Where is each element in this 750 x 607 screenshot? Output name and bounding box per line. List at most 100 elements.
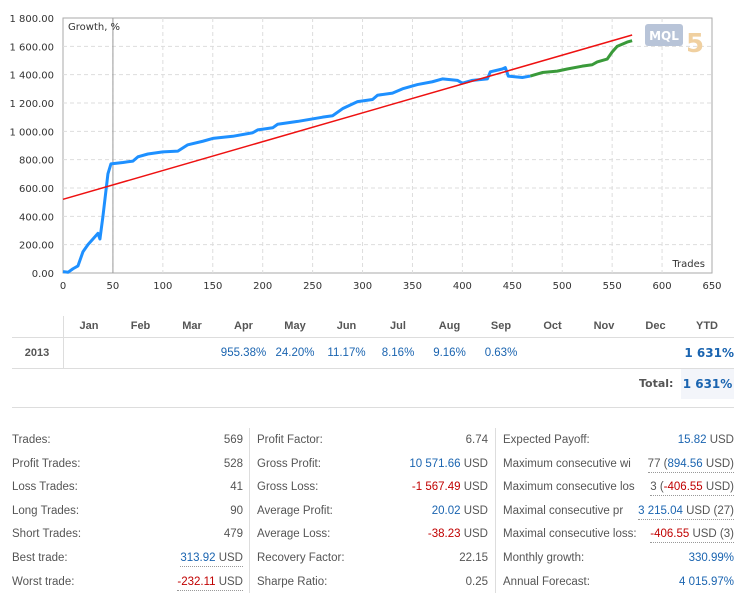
stat-row: Sharpe Ratio: 0.25	[257, 575, 488, 590]
logo-badge	[645, 24, 683, 46]
stat-number: 20.02	[431, 504, 461, 517]
stat-value: 41	[230, 480, 243, 495]
stat-value[interactable]: 3 (-406.55 USD)	[650, 480, 734, 497]
stat-label: Average Profit:	[257, 504, 333, 517]
stat-number: 569	[223, 434, 243, 446]
x-tick-label: 250	[303, 281, 322, 292]
x-axis-label: Trades	[671, 259, 705, 270]
stat-row: Worst trade: -232.11 USD	[12, 575, 243, 591]
stat-value: 330.99%	[689, 551, 734, 566]
stat-label: Monthly growth:	[503, 552, 585, 564]
stat-number: 528	[223, 457, 243, 470]
month-header: Oct	[543, 320, 562, 332]
x-tick-label: 500	[553, 281, 572, 292]
stat-label: Expected Payoff:	[503, 434, 590, 446]
stat-label: Long Trades:	[12, 504, 80, 517]
month-header: Aug	[438, 320, 461, 332]
stat-number: 41	[230, 481, 243, 494]
stat-value: 90	[230, 504, 243, 519]
stat-label: Best trade:	[12, 552, 68, 564]
stat-label: Average Loss:	[257, 528, 331, 541]
y-tick-label: 1 400.00	[9, 71, 54, 82]
stat-label: Sharpe Ratio:	[257, 575, 328, 588]
y-tick-label: 1 200.00	[9, 99, 54, 110]
month-header: Sep	[490, 320, 512, 332]
y-tick-label: 0.00	[32, 269, 54, 280]
stat-label: Short Trades:	[12, 528, 82, 541]
x-tick-label: 100	[153, 281, 172, 292]
stat-value[interactable]: -406.55 USD (3)	[650, 527, 734, 544]
stat-unit: USD	[215, 575, 243, 588]
stat-label: Maximal consecutive loss:	[503, 528, 637, 541]
stat-value: 6.74	[466, 433, 488, 448]
x-tick-label: 350	[403, 281, 422, 292]
month-header: Jun	[336, 320, 357, 332]
y-tick-label: 400.00	[19, 212, 54, 223]
stat-value[interactable]: 3 215.04 USD (27)	[638, 504, 734, 520]
logo-text: MQL	[649, 29, 679, 43]
stat-row: Recovery Factor: 22.15	[257, 551, 488, 566]
plot-area	[62, 17, 713, 274]
stat-label: Maximum consecutive los	[503, 481, 635, 494]
stat-value[interactable]: 313.92 USD	[180, 551, 243, 567]
stat-number: -1 567.49	[411, 481, 461, 494]
stat-label: Profit Trades:	[12, 457, 81, 470]
x-tick-label: 200	[253, 281, 272, 292]
x-tick-label: 650	[702, 281, 721, 292]
series-line-2	[62, 34, 633, 201]
logo-five: 5	[686, 29, 704, 59]
stat-number: 330.99%	[688, 552, 734, 564]
stat-value[interactable]: -232.11 USD	[177, 575, 243, 591]
month-header: YTD	[696, 320, 718, 332]
stat-unit: USD)	[702, 457, 734, 470]
x-tick-label: 600	[653, 281, 672, 292]
ytd-value: 1 631%	[684, 346, 734, 360]
stat-unit: USD)	[702, 481, 734, 494]
stat-number: 90	[230, 504, 243, 517]
growth-chart: 0 50 100 150 200 250 300 350 400 450 500 550 600 650 0…	[9, 14, 721, 292]
stat-label: Loss Trades:	[12, 481, 78, 494]
y-tick-label: 200.00	[19, 241, 54, 252]
x-tick-label: 50	[107, 281, 120, 292]
month-header: Jan	[79, 320, 99, 332]
stat-row: Trades: 569	[12, 433, 243, 448]
month-value: 955.38%	[220, 347, 267, 359]
stat-value: 10 571.66 USD	[409, 457, 488, 472]
stat-prefix: 3 (	[650, 481, 664, 494]
stat-label: Trades:	[12, 434, 51, 446]
month-header: Mar	[182, 320, 202, 332]
stat-number: 479	[223, 528, 243, 541]
stat-unit: USD	[215, 552, 243, 564]
month-header: Jul	[390, 320, 406, 332]
stat-label: Recovery Factor:	[257, 552, 345, 564]
stat-unit: USD	[460, 504, 488, 517]
stat-value: 20.02 USD	[432, 504, 488, 519]
stat-label: Worst trade:	[12, 575, 75, 588]
stat-value: 0.25	[466, 575, 488, 590]
series-line-0	[62, 66, 531, 274]
stat-row: Maximal consecutive pr 3 215.04 USD (27)	[503, 504, 734, 520]
stat-unit: USD (3)	[689, 528, 734, 541]
stat-value: 569	[224, 433, 243, 448]
y-tick-label: 800.00	[19, 156, 54, 167]
stat-number: -38.23	[427, 528, 461, 541]
stat-row: Maximum consecutive los 3 (-406.55 USD)	[503, 480, 734, 497]
stat-number: 0.25	[465, 575, 488, 588]
year-label: 2013	[24, 347, 50, 359]
chart-title: Growth, %	[68, 22, 120, 33]
month-header: Nov	[593, 320, 615, 332]
stat-label: Gross Loss:	[257, 481, 319, 494]
total-label: Total:	[639, 377, 674, 390]
stat-number: -232.11	[177, 575, 216, 588]
x-tick-label: 400	[453, 281, 472, 292]
stat-row: Long Trades: 90	[12, 504, 243, 519]
stat-label: Profit Factor:	[257, 434, 323, 446]
stat-unit: USD	[460, 457, 488, 470]
stat-value: 22.15	[459, 551, 488, 566]
stat-row: Maximal consecutive loss: -406.55 USD (3)	[503, 527, 734, 544]
stat-value[interactable]: 77 (894.56 USD)	[647, 457, 734, 473]
stat-value: -38.23 USD	[428, 527, 488, 542]
stat-row: Loss Trades: 41	[12, 480, 243, 495]
x-tick-label: 450	[503, 281, 522, 292]
stat-label: Maximum consecutive wi	[503, 457, 631, 470]
